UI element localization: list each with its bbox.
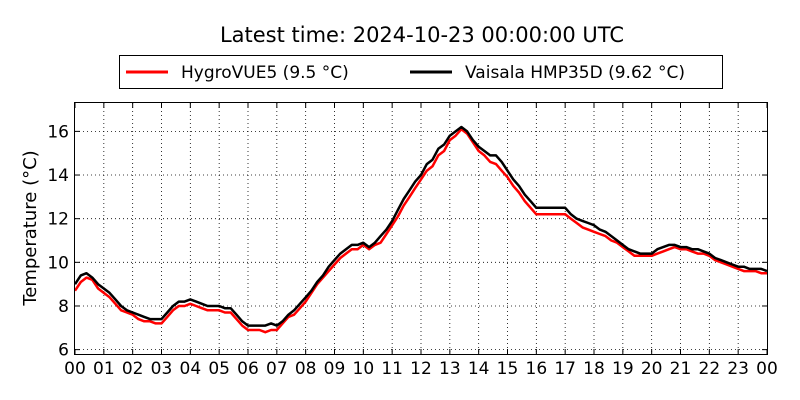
x-tick-label: 23 <box>727 359 749 379</box>
x-tick-label: 20 <box>641 359 663 379</box>
x-tick-label: 21 <box>670 359 692 379</box>
y-tick-label: 8 <box>58 297 69 317</box>
x-tick-label: 00 <box>756 359 778 379</box>
x-tick-label: 06 <box>237 359 259 379</box>
x-tick-label: 10 <box>353 359 375 379</box>
x-tick-label: 00 <box>64 359 86 379</box>
x-tick-label: 08 <box>295 359 317 379</box>
y-tick-label: 10 <box>47 253 69 273</box>
x-tick-label: 18 <box>583 359 605 379</box>
legend: HygroVUE5 (9.5 °C) Vaisala HMP35D (9.62 … <box>119 55 723 89</box>
x-tick-label: 15 <box>497 359 519 379</box>
series-layer <box>73 125 768 334</box>
x-tick-label: 17 <box>554 359 576 379</box>
y-tick-label: 6 <box>58 341 69 361</box>
x-tick-label: 04 <box>180 359 202 379</box>
y-axis-label: Temperature (°C) <box>20 150 41 306</box>
x-tick-label: 02 <box>122 359 144 379</box>
y-tick-labels: 6 8 10 12 14 16 <box>47 122 69 360</box>
x-tick-label: 09 <box>324 359 346 379</box>
legend-label-vaisala: Vaisala HMP35D (9.62 °C) <box>465 63 685 83</box>
x-tick-label: 07 <box>266 359 288 379</box>
x-tick-label: 14 <box>468 359 490 379</box>
x-tick-label: 22 <box>699 359 721 379</box>
y-tick-label: 12 <box>47 210 69 230</box>
chart-title: Latest time: 2024-10-23 00:00:00 UTC <box>220 23 624 47</box>
axis-ticks <box>74 103 768 354</box>
x-tick-label: 13 <box>439 359 461 379</box>
series-line-vaisala <box>73 125 768 327</box>
x-tick-label: 19 <box>612 359 634 379</box>
x-tick-label: 12 <box>410 359 432 379</box>
grid <box>75 103 767 354</box>
x-tick-label: 11 <box>381 359 403 379</box>
y-tick-label: 14 <box>47 166 69 186</box>
x-tick-label: 16 <box>526 359 548 379</box>
x-tick-label: 01 <box>93 359 115 379</box>
x-tick-labels: 00 01 02 03 04 05 06 07 08 09 10 11 12 13 14 15 16 17 18 19… <box>64 359 778 379</box>
y-tick-label: 16 <box>47 122 69 142</box>
plot-frame <box>74 102 768 355</box>
x-tick-label: 03 <box>151 359 173 379</box>
legend-label-hygrovue5: HygroVUE5 (9.5 °C) <box>181 63 349 83</box>
x-tick-label: 05 <box>208 359 230 379</box>
series-line-hygrovue5 <box>73 127 767 334</box>
